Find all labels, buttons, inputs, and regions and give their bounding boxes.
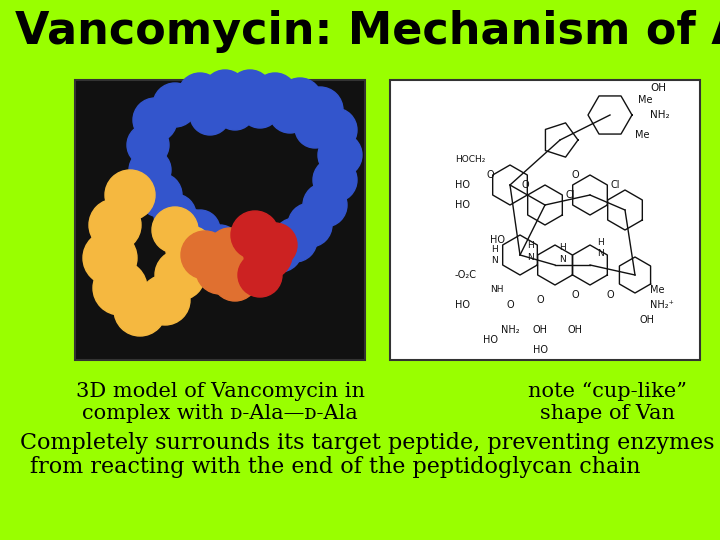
Circle shape xyxy=(318,133,362,177)
Text: Cl: Cl xyxy=(565,190,575,200)
Circle shape xyxy=(181,231,229,279)
Text: O: O xyxy=(571,170,579,180)
Circle shape xyxy=(133,98,177,142)
Text: H: H xyxy=(559,244,567,253)
Circle shape xyxy=(190,95,230,135)
Circle shape xyxy=(258,228,302,272)
Text: NH₂: NH₂ xyxy=(650,110,670,120)
Circle shape xyxy=(313,158,357,202)
Circle shape xyxy=(89,199,141,251)
Text: HO: HO xyxy=(482,335,498,345)
Text: HO: HO xyxy=(455,300,470,310)
Text: HO: HO xyxy=(533,345,547,355)
Circle shape xyxy=(129,149,171,191)
Circle shape xyxy=(244,231,292,279)
Circle shape xyxy=(278,78,322,122)
Bar xyxy=(390,80,700,360)
Circle shape xyxy=(313,108,357,152)
Circle shape xyxy=(180,210,220,250)
Circle shape xyxy=(127,124,169,166)
Text: O: O xyxy=(571,290,579,300)
Circle shape xyxy=(93,261,147,315)
Text: O: O xyxy=(536,295,544,305)
Circle shape xyxy=(253,223,297,267)
Text: HO: HO xyxy=(490,235,505,245)
Circle shape xyxy=(269,91,311,133)
Text: O: O xyxy=(486,170,494,180)
Circle shape xyxy=(152,207,198,253)
Text: NH: NH xyxy=(490,286,503,294)
Circle shape xyxy=(238,253,282,297)
Circle shape xyxy=(83,231,137,285)
Circle shape xyxy=(222,242,268,288)
Circle shape xyxy=(114,284,166,336)
Circle shape xyxy=(253,73,297,117)
Circle shape xyxy=(303,183,347,227)
Bar xyxy=(75,80,365,360)
Text: note “cup-like”: note “cup-like” xyxy=(528,382,686,401)
Circle shape xyxy=(295,108,335,148)
Text: shape of Van: shape of Van xyxy=(539,404,675,423)
Circle shape xyxy=(273,218,317,262)
Text: H
N: H N xyxy=(597,238,603,258)
Circle shape xyxy=(208,228,252,272)
Circle shape xyxy=(153,83,197,127)
Circle shape xyxy=(203,70,247,114)
Circle shape xyxy=(169,209,211,251)
Circle shape xyxy=(155,250,205,300)
Text: O: O xyxy=(506,300,514,310)
Circle shape xyxy=(297,87,343,133)
Text: N: N xyxy=(559,255,567,265)
Circle shape xyxy=(154,194,196,236)
Text: Vancomycin: Mechanism of Action: Vancomycin: Mechanism of Action xyxy=(15,10,720,53)
Text: NH₂: NH₂ xyxy=(500,325,519,335)
Text: OH: OH xyxy=(533,325,547,335)
Text: NH₂⁺: NH₂⁺ xyxy=(650,300,674,310)
Text: H
N: H N xyxy=(492,245,498,265)
Circle shape xyxy=(240,225,280,265)
Text: Me: Me xyxy=(635,130,649,140)
Circle shape xyxy=(231,211,279,259)
Circle shape xyxy=(220,228,260,268)
Text: O: O xyxy=(521,180,528,190)
Text: OH: OH xyxy=(650,83,666,93)
Text: HO: HO xyxy=(455,180,470,190)
Circle shape xyxy=(178,73,222,117)
Circle shape xyxy=(200,225,240,265)
Circle shape xyxy=(166,226,214,274)
Circle shape xyxy=(212,255,258,301)
Text: Cl: Cl xyxy=(611,180,620,190)
Text: OH: OH xyxy=(640,315,655,325)
Circle shape xyxy=(240,88,280,128)
Text: 3D model of Vancomycin in: 3D model of Vancomycin in xyxy=(76,382,364,401)
Circle shape xyxy=(196,246,244,294)
Circle shape xyxy=(288,203,332,247)
Text: from reacting with the end of the peptidoglycan chain: from reacting with the end of the peptid… xyxy=(30,456,641,478)
Text: OH: OH xyxy=(567,325,582,335)
Text: Me: Me xyxy=(638,95,652,105)
Text: Me: Me xyxy=(650,285,665,295)
Circle shape xyxy=(215,90,255,130)
Text: complex with ᴅ-Ala—ᴅ-Ala: complex with ᴅ-Ala—ᴅ-Ala xyxy=(82,404,358,423)
Text: HO: HO xyxy=(455,200,470,210)
Text: O: O xyxy=(606,290,614,300)
Circle shape xyxy=(140,275,190,325)
Text: Completely surrounds its target peptide, preventing enzymes: Completely surrounds its target peptide,… xyxy=(20,432,714,454)
Text: -O₂C: -O₂C xyxy=(455,270,477,280)
Circle shape xyxy=(138,173,182,217)
Text: N: N xyxy=(526,253,534,262)
Text: H: H xyxy=(526,240,534,249)
Circle shape xyxy=(228,70,272,114)
Circle shape xyxy=(105,170,155,220)
Text: HOCH₂: HOCH₂ xyxy=(455,156,485,165)
